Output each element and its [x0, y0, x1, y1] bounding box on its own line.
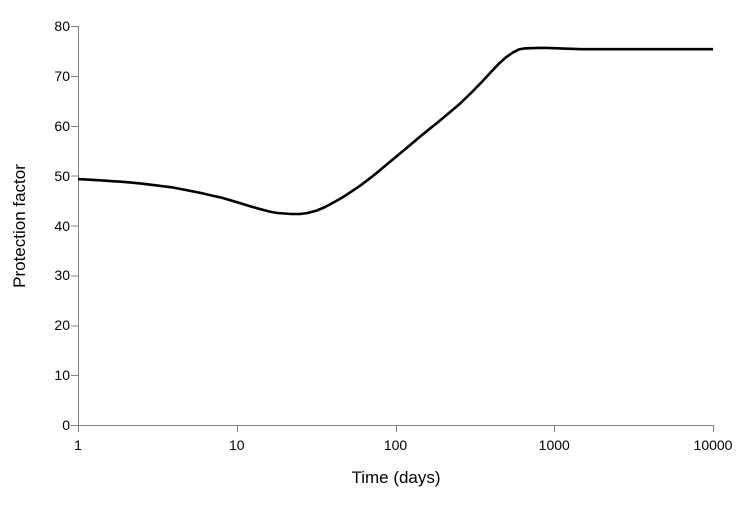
y-tick-label: 50	[54, 167, 70, 184]
y-tick-label: 10	[54, 367, 70, 384]
x-tick-label: 10000	[693, 437, 733, 453]
axis-lines	[78, 26, 713, 426]
x-tick-label: 10	[228, 437, 245, 453]
y-tick-label: 60	[54, 117, 70, 134]
y-tick-label: 80	[54, 18, 70, 34]
y-tick-label: 30	[54, 267, 70, 284]
x-tick-label: 100	[383, 437, 408, 453]
x-tick-label: 1	[74, 437, 82, 453]
protection-factor-curve	[77, 46, 713, 216]
y-tick-label: 20	[54, 317, 70, 334]
y-tick-label: 70	[54, 67, 70, 84]
y-tick-label: 0	[62, 417, 70, 433]
x-axis-title: Time (days)	[351, 468, 441, 487]
y-tick-label: 40	[54, 217, 70, 234]
x-tick-label: 1000	[538, 437, 570, 453]
